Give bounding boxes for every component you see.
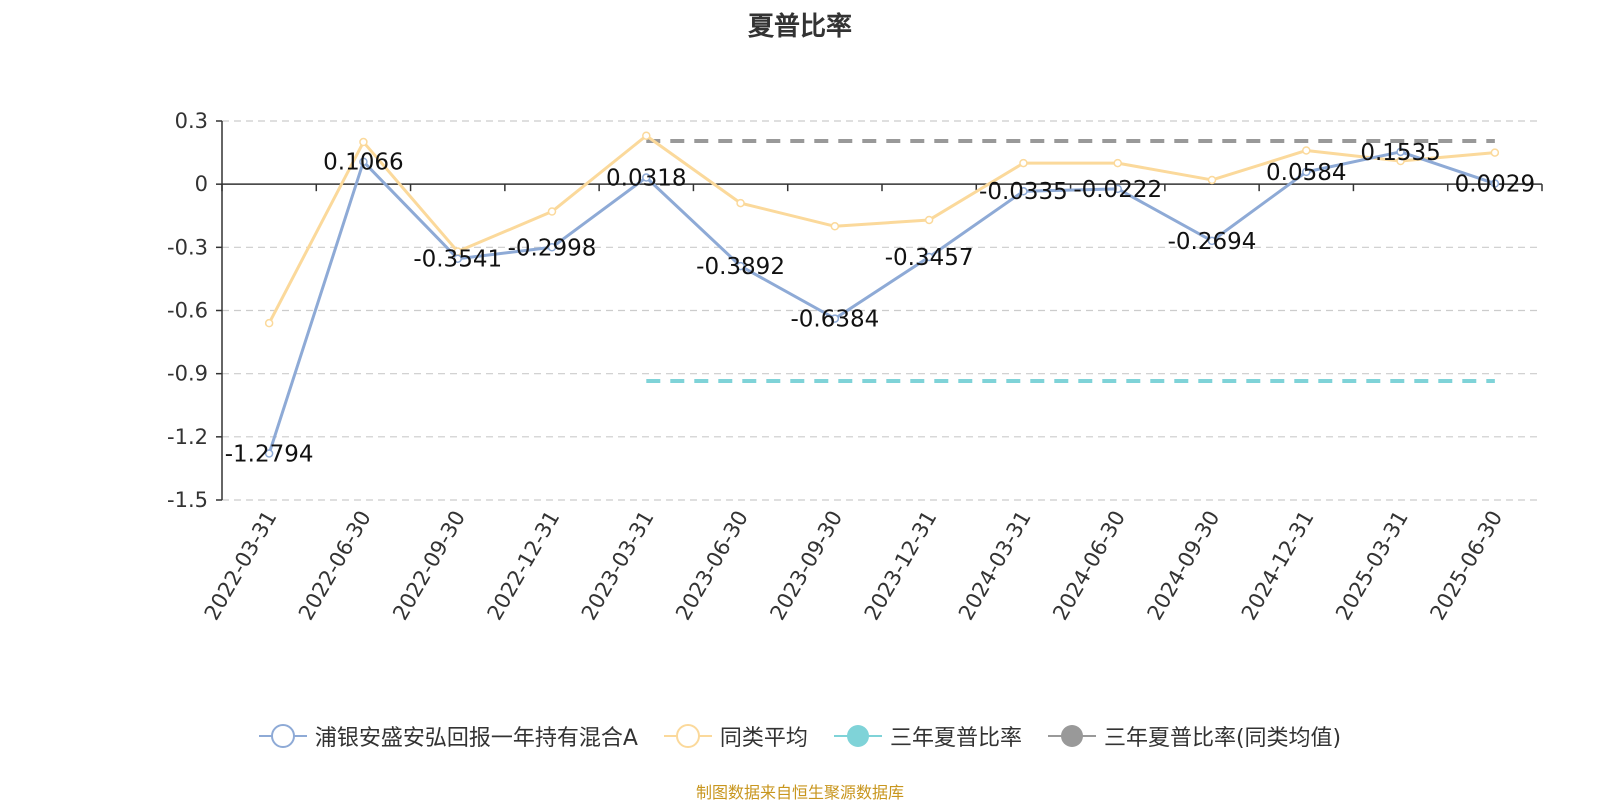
- fund-data-label: 0.0584: [1266, 160, 1346, 186]
- legend-marker-peer-average: [663, 724, 712, 748]
- chart-title: 夏普比率: [747, 12, 852, 42]
- y-tick-label: -0.3: [167, 235, 208, 259]
- fund-data-point: [547, 243, 557, 252]
- peer-average-data-point: [359, 137, 368, 147]
- fund-data-point: [453, 254, 462, 263]
- x-tick-label: 2024-03-31: [954, 507, 1036, 625]
- fund-data-point: [736, 261, 745, 271]
- legend-label-fund: 浦银安盛安弘回报一年持有混合A: [314, 726, 638, 751]
- legend-marker-three-year: [833, 725, 882, 747]
- legend-label-peer-average: 同类平均: [719, 726, 808, 751]
- y-tick-label: -0.9: [167, 362, 208, 386]
- fund-data-point: [830, 314, 840, 323]
- peer-average-series-line: [267, 134, 1495, 324]
- x-tick-label: 2023-12-31: [860, 506, 942, 624]
- peer-average-data-point: [1113, 158, 1122, 168]
- fund-data-point: [1019, 186, 1028, 196]
- x-tick-label: 2023-06-30: [671, 507, 753, 625]
- fund-data-point: [1490, 179, 1500, 188]
- series-lines: [264, 131, 1500, 458]
- y-tick-label: -0.6: [167, 299, 208, 323]
- peer-average-data-point: [547, 207, 557, 216]
- peer-average-data-point: [1302, 146, 1311, 155]
- legend-label-three-year-peer: 三年夏普比率(同类均值): [1103, 726, 1342, 751]
- y-tick-label: -1.5: [167, 488, 208, 512]
- peer-average-data-point: [1396, 156, 1405, 166]
- x-tick-label: 2023-09-30: [765, 507, 847, 625]
- fund-data-point: [1396, 147, 1405, 157]
- peer-average-data-point: [830, 222, 840, 231]
- peer-average-data-point: [642, 131, 651, 140]
- data-labels: -1.2794 0.1066 -0.3541 -0.2998 0.0318 -0.3892…: [225, 140, 1535, 468]
- x-tick-label: 2024-06-30: [1048, 507, 1130, 625]
- peer-average-data-point: [736, 198, 745, 208]
- source-footer: 制图数据来自恒生聚源数据库: [695, 783, 904, 802]
- grid-layer: [222, 120, 1542, 501]
- legend-item-three-year[interactable]: 三年夏普比率: [833, 720, 1022, 752]
- fund-data-label: 0.0318: [606, 165, 686, 191]
- fund-data-label: -0.3457: [885, 245, 974, 271]
- fund-series-line: [267, 150, 1496, 455]
- x-tick-label: 2025-03-31: [1331, 507, 1413, 625]
- fund-data-label: -0.3541: [413, 247, 502, 273]
- reference-lines: [646, 139, 1495, 384]
- fund-data-point: [1302, 167, 1311, 177]
- x-tick-label: 2022-03-31: [200, 507, 282, 625]
- x-tick-label: 2022-12-31: [483, 507, 565, 625]
- peer-average-data-point: [1490, 148, 1500, 157]
- peer-average-data-point: [1207, 175, 1217, 185]
- fund-data-point: [642, 173, 651, 182]
- fund-data-label: -0.2998: [508, 235, 597, 261]
- fund-data-label: -0.0335: [979, 179, 1068, 205]
- fund-data-label: -0.6384: [790, 307, 879, 333]
- x-tick-label: 2024-12-31: [1237, 507, 1319, 625]
- legend-label-three-year: 三年夏普比率: [889, 726, 1022, 751]
- fund-data-label: -0.2694: [1168, 229, 1257, 255]
- x-tick-label: 2022-09-30: [388, 507, 470, 625]
- x-tick-label: 2022-06-30: [294, 507, 376, 625]
- y-tick-label: -1.2: [167, 425, 208, 449]
- y-tick-label: 0.3: [175, 109, 208, 133]
- fund-data-label: -1.2794: [225, 442, 314, 468]
- fund-data-label: 0.1535: [1360, 140, 1440, 166]
- y-tick-label: 0: [195, 172, 208, 196]
- legend-marker-three-year-peer: [1047, 725, 1096, 747]
- legend-item-fund[interactable]: 浦银安盛安弘回报一年持有混合A: [258, 720, 638, 752]
- x-tick-label: 2024-09-30: [1143, 507, 1225, 625]
- peer-average-data-point: [264, 318, 274, 328]
- fund-data-label: 0.0029: [1455, 172, 1535, 198]
- x-tick-label: 2023-03-31: [577, 507, 659, 625]
- x-tick-label: 2025-06-30: [1425, 507, 1507, 625]
- fund-data-label: -0.3892: [696, 254, 785, 280]
- legend-item-three-year-peer[interactable]: 三年夏普比率(同类均值): [1047, 720, 1342, 752]
- peer-average-data-point: [1019, 158, 1028, 168]
- legend-item-peer-average[interactable]: 同类平均: [663, 720, 808, 752]
- fund-data-label: 0.1066: [323, 150, 403, 176]
- fund-data-point: [264, 449, 274, 458]
- fund-data-point: [924, 252, 934, 262]
- fund-data-point: [1207, 236, 1217, 246]
- legend-marker-fund: [258, 724, 307, 748]
- fund-data-label: -0.0222: [1073, 177, 1162, 203]
- peer-average-data-point: [924, 215, 934, 225]
- fund-data-point: [1113, 184, 1122, 194]
- fund-data-point: [359, 157, 368, 166]
- legend: 浦银安盛安弘回报一年持有混合A 同类平均 三年夏普比率 三年夏普比率(同类均值): [0, 720, 1600, 752]
